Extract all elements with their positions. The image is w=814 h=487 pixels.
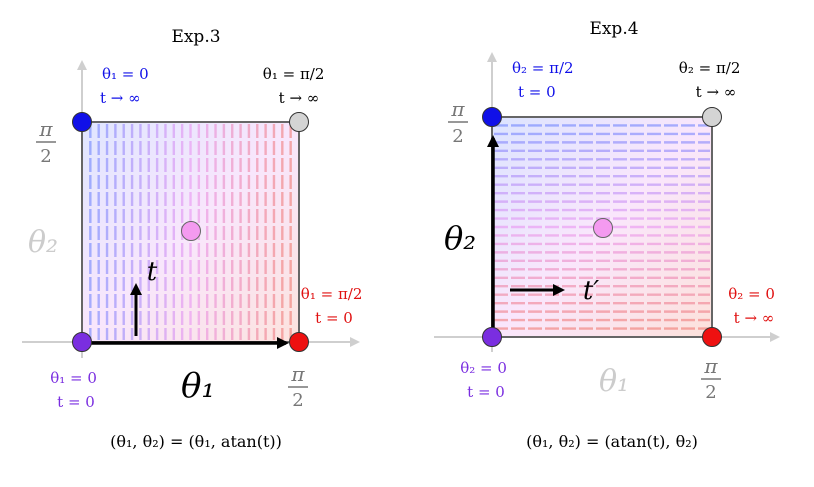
x-axis-label: θ₁: [599, 364, 629, 399]
corner-label-top-right: θ₁ = π/2 t → ∞: [263, 65, 329, 107]
corner-point-bottom-right: [289, 332, 309, 352]
corner-label-bottom-right: θ₂ = 0 t → ∞: [728, 285, 779, 327]
svg-text:π: π: [38, 117, 53, 141]
corner-point-top-right: [702, 107, 722, 127]
panel-exp3: Exp.3 π 2 π 2 θ₂ θ₁ t: [22, 27, 367, 451]
corner-label-bottom-left: θ₂ = 0 t = 0: [460, 359, 511, 401]
svg-text:2: 2: [452, 126, 463, 147]
corner-point-top-left: [72, 112, 92, 132]
svg-text:2: 2: [705, 382, 716, 403]
equation: (θ₁, θ₂) = (θ₁, atan(t)): [110, 432, 282, 451]
x-axis-label: θ₁: [181, 366, 215, 406]
corner-label-top-right: θ₂ = π/2 t → ∞: [679, 59, 745, 101]
corner-label-bottom-right: θ₁ = π/2 t = 0: [301, 285, 367, 327]
y-axis-label: θ₂: [28, 225, 58, 260]
equation: (θ₁, θ₂) = (atan(t), θ₂): [526, 432, 698, 451]
panel-title: Exp.4: [589, 19, 638, 39]
x-tick-pi-half: π 2: [288, 362, 308, 411]
x-tick-pi-half: π 2: [701, 354, 721, 403]
corner-label-top-left: θ₁ = 0 t → ∞: [100, 65, 153, 107]
svg-text:π: π: [703, 354, 718, 378]
corner-point-bottom-left: [482, 327, 502, 347]
corner-point-top-left: [482, 107, 502, 127]
svg-text:π: π: [450, 97, 465, 121]
t-label: t: [147, 257, 158, 287]
svg-text:2: 2: [40, 146, 51, 167]
panel-title: Exp.3: [171, 27, 220, 47]
parameter-lines: [494, 124, 710, 330]
center-point: [593, 218, 613, 238]
corner-point-bottom-left: [72, 332, 92, 352]
corner-label-bottom-left: θ₁ = 0 t = 0: [50, 369, 101, 411]
panel-exp4: Exp.4 π 2 π 2 θ₂ θ₁ t′ θ₂ = π/2 t = 0: [434, 19, 780, 451]
corner-point-bottom-right: [702, 327, 722, 347]
y-axis-label: θ₂: [444, 219, 476, 257]
corner-label-top-left: θ₂ = π/2 t = 0: [512, 59, 578, 101]
y-tick-pi-half: π 2: [36, 117, 56, 167]
t-prime-label: t′: [583, 276, 599, 306]
svg-text:2: 2: [292, 390, 303, 411]
y-tick-pi-half: π 2: [448, 97, 468, 147]
svg-text:π: π: [290, 362, 305, 386]
center-point: [181, 221, 201, 241]
corner-point-top-right: [289, 112, 309, 132]
